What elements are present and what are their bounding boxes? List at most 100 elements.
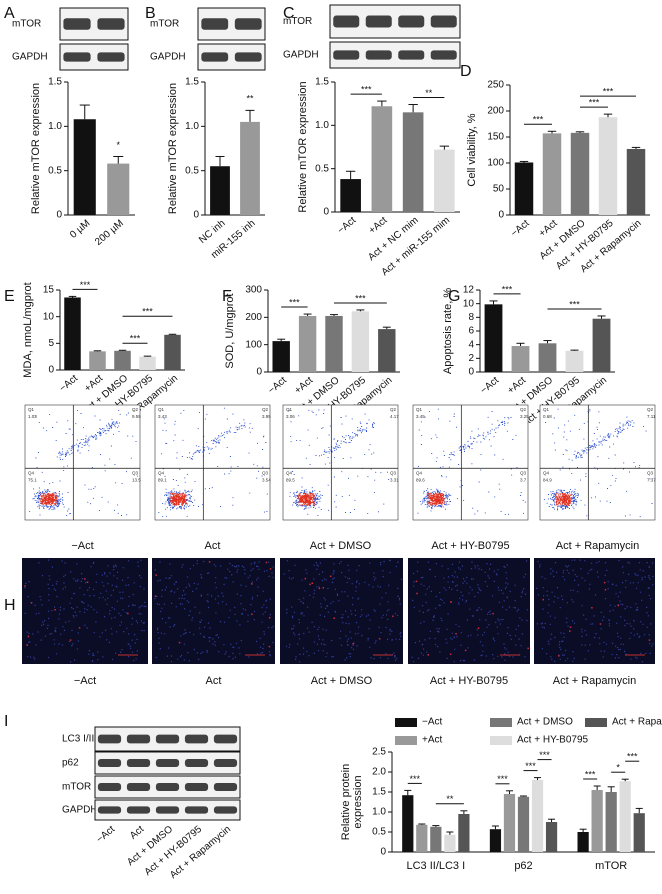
blot-band [333, 50, 360, 60]
significance-label: *** [130, 334, 141, 344]
quadrant-name: Q3 [390, 470, 397, 475]
bar [298, 315, 317, 372]
blot-band [155, 759, 180, 767]
panel-letter: H [4, 597, 16, 614]
blot-band [97, 806, 122, 814]
bar [240, 121, 260, 215]
significance-label: *** [355, 293, 366, 303]
quadrant-name: Q1 [28, 407, 35, 412]
x-tick-label: −Act [336, 215, 359, 237]
legend-label: −Act [422, 717, 443, 728]
nuclei [536, 559, 654, 663]
y-tick-label: 1.0 [185, 121, 199, 132]
blot-row-label: mTOR [12, 19, 41, 30]
bar [538, 343, 557, 372]
y-tick-label: 1.5 [315, 77, 329, 88]
bar [619, 781, 631, 852]
bar [598, 117, 618, 215]
panel-letter: E [4, 288, 15, 305]
bar [484, 304, 503, 372]
y-tick-label: 8 [468, 312, 474, 323]
bar [64, 297, 81, 370]
x-tick-label: 0 µM [68, 218, 92, 241]
bar [351, 311, 370, 372]
significance-label: ** [246, 94, 254, 104]
y-tick-label: 1.5 [48, 77, 62, 88]
bar [605, 792, 617, 852]
bar [531, 780, 544, 852]
blot-band [184, 783, 209, 791]
flow-events-dense [40, 492, 57, 506]
blot-band [63, 52, 91, 62]
quadrant-name: Q4 [543, 470, 550, 475]
bar [565, 350, 584, 372]
panel-letter: I [4, 713, 8, 730]
bar [434, 149, 455, 212]
quadrant-value: 3.54 [262, 477, 271, 482]
nuclei [24, 559, 147, 663]
bar [626, 148, 646, 215]
y-tick-label: 0 [323, 207, 329, 218]
quadrant-name: Q1 [158, 407, 165, 412]
significance-label: ** [446, 794, 454, 804]
stain [415, 580, 529, 656]
flow-events-dense [428, 492, 445, 506]
y-tick-label: 0 [380, 847, 386, 858]
blot-row-label: GAPDH [12, 52, 48, 63]
panel-letter: B [145, 5, 156, 22]
bar [139, 356, 156, 370]
y-tick-label: 0 [498, 210, 504, 221]
blot-row-label: GAPDH [283, 50, 319, 61]
significance-label: *** [142, 307, 153, 317]
blot-band [213, 759, 238, 767]
quadrant-name: Q2 [647, 407, 654, 412]
y-tick-label: 0 [48, 365, 54, 376]
bar [371, 106, 393, 212]
quadrant-name: Q4 [158, 470, 165, 475]
y-tick-label: 1.5 [372, 787, 386, 798]
blot-band [184, 759, 209, 767]
quadrant-value: 0.68 [543, 414, 552, 419]
nuclei [154, 560, 274, 663]
quadrant-name: Q3 [132, 470, 139, 475]
micrograph [22, 558, 148, 664]
y-tick-label: 0 [468, 367, 474, 378]
flow-events [158, 407, 268, 518]
blot-row-label: mTOR [62, 782, 91, 793]
y-tick-label: 150 [487, 132, 504, 143]
quadrant-name: Q4 [286, 470, 293, 475]
stain [542, 581, 651, 657]
significance-label: *** [80, 280, 91, 290]
blot-band [201, 52, 229, 62]
quadrant-name: Q3 [647, 470, 654, 475]
image-label: Act [206, 675, 222, 687]
blot-band [97, 18, 125, 30]
quadrant-name: Q1 [286, 407, 293, 412]
bar [210, 166, 230, 215]
quadrant-value: 7.11 [647, 414, 656, 419]
blot-band [97, 734, 122, 744]
blot-band [333, 15, 360, 28]
flow-events [417, 408, 526, 516]
bar [340, 179, 361, 212]
bar [416, 824, 428, 852]
y-tick-label: 1.5 [185, 77, 199, 88]
nuclei [411, 560, 528, 663]
x-tick-label: mTOR [595, 860, 627, 872]
micrograph [534, 558, 655, 664]
bar [489, 829, 502, 852]
y-tick-label: 200 [245, 312, 262, 323]
x-tick-label: −Act [479, 375, 502, 397]
flow-panel: Q1 3.06 Q2 4.17 Q4 89.5 Q3 3.31 [282, 404, 399, 521]
bar [570, 132, 590, 215]
flow-frame [154, 404, 271, 521]
significance-label: * [116, 140, 120, 150]
y-tick-label: 0 [56, 210, 62, 221]
legend-swatch [395, 718, 417, 727]
quadrant-value: 89.5 [286, 477, 295, 482]
blot-band [234, 18, 262, 30]
legend-label: Act + Rapamycin [612, 717, 662, 728]
image-label: Act + DMSO [311, 675, 373, 687]
panel-letter: D [460, 63, 472, 80]
